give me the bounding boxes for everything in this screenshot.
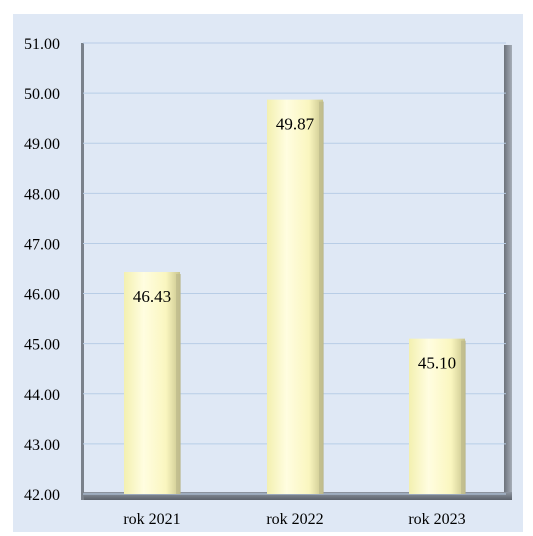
bar	[409, 338, 465, 494]
y-tick-label: 43.00	[24, 437, 60, 454]
y-tick-label: 51.00	[24, 36, 60, 53]
data-label: 45.10	[418, 354, 456, 373]
data-label: 49.87	[276, 115, 315, 134]
y-tick-label: 45.00	[24, 337, 60, 354]
y-tick-label: 49.00	[24, 136, 60, 153]
bar-shadow	[319, 101, 324, 495]
x-tick-label: rok 2022	[266, 511, 323, 528]
data-label: 46.43	[133, 287, 171, 306]
bars: 46.43 49.87 45.10	[124, 99, 466, 495]
bar-group: 45.10	[409, 338, 466, 494]
y-tick-label: 50.00	[24, 86, 60, 103]
right-wall	[504, 45, 512, 500]
bar-group: 46.43	[124, 272, 181, 494]
x-tick-label: rok 2023	[408, 511, 465, 528]
bar-group: 49.87	[267, 99, 324, 495]
y-tick-label: 44.00	[24, 387, 60, 404]
y-tick-label: 47.00	[24, 236, 60, 253]
left-wall	[81, 43, 84, 500]
x-axis: rok 2021 rok 2022 rok 2023	[123, 511, 465, 528]
bar	[267, 99, 323, 495]
bar-shadow	[176, 274, 181, 494]
bar-shadow	[461, 340, 466, 494]
bar	[124, 272, 180, 494]
x-tick-label: rok 2021	[123, 511, 180, 528]
y-tick-label: 46.00	[24, 287, 60, 304]
y-tick-label: 48.00	[24, 186, 60, 203]
y-tick-label: 42.00	[24, 487, 60, 504]
floor	[83, 492, 512, 500]
y-axis: 42.00 43.00 44.00 45.00 46.00 47.00 48.00 49.00…	[24, 36, 60, 504]
